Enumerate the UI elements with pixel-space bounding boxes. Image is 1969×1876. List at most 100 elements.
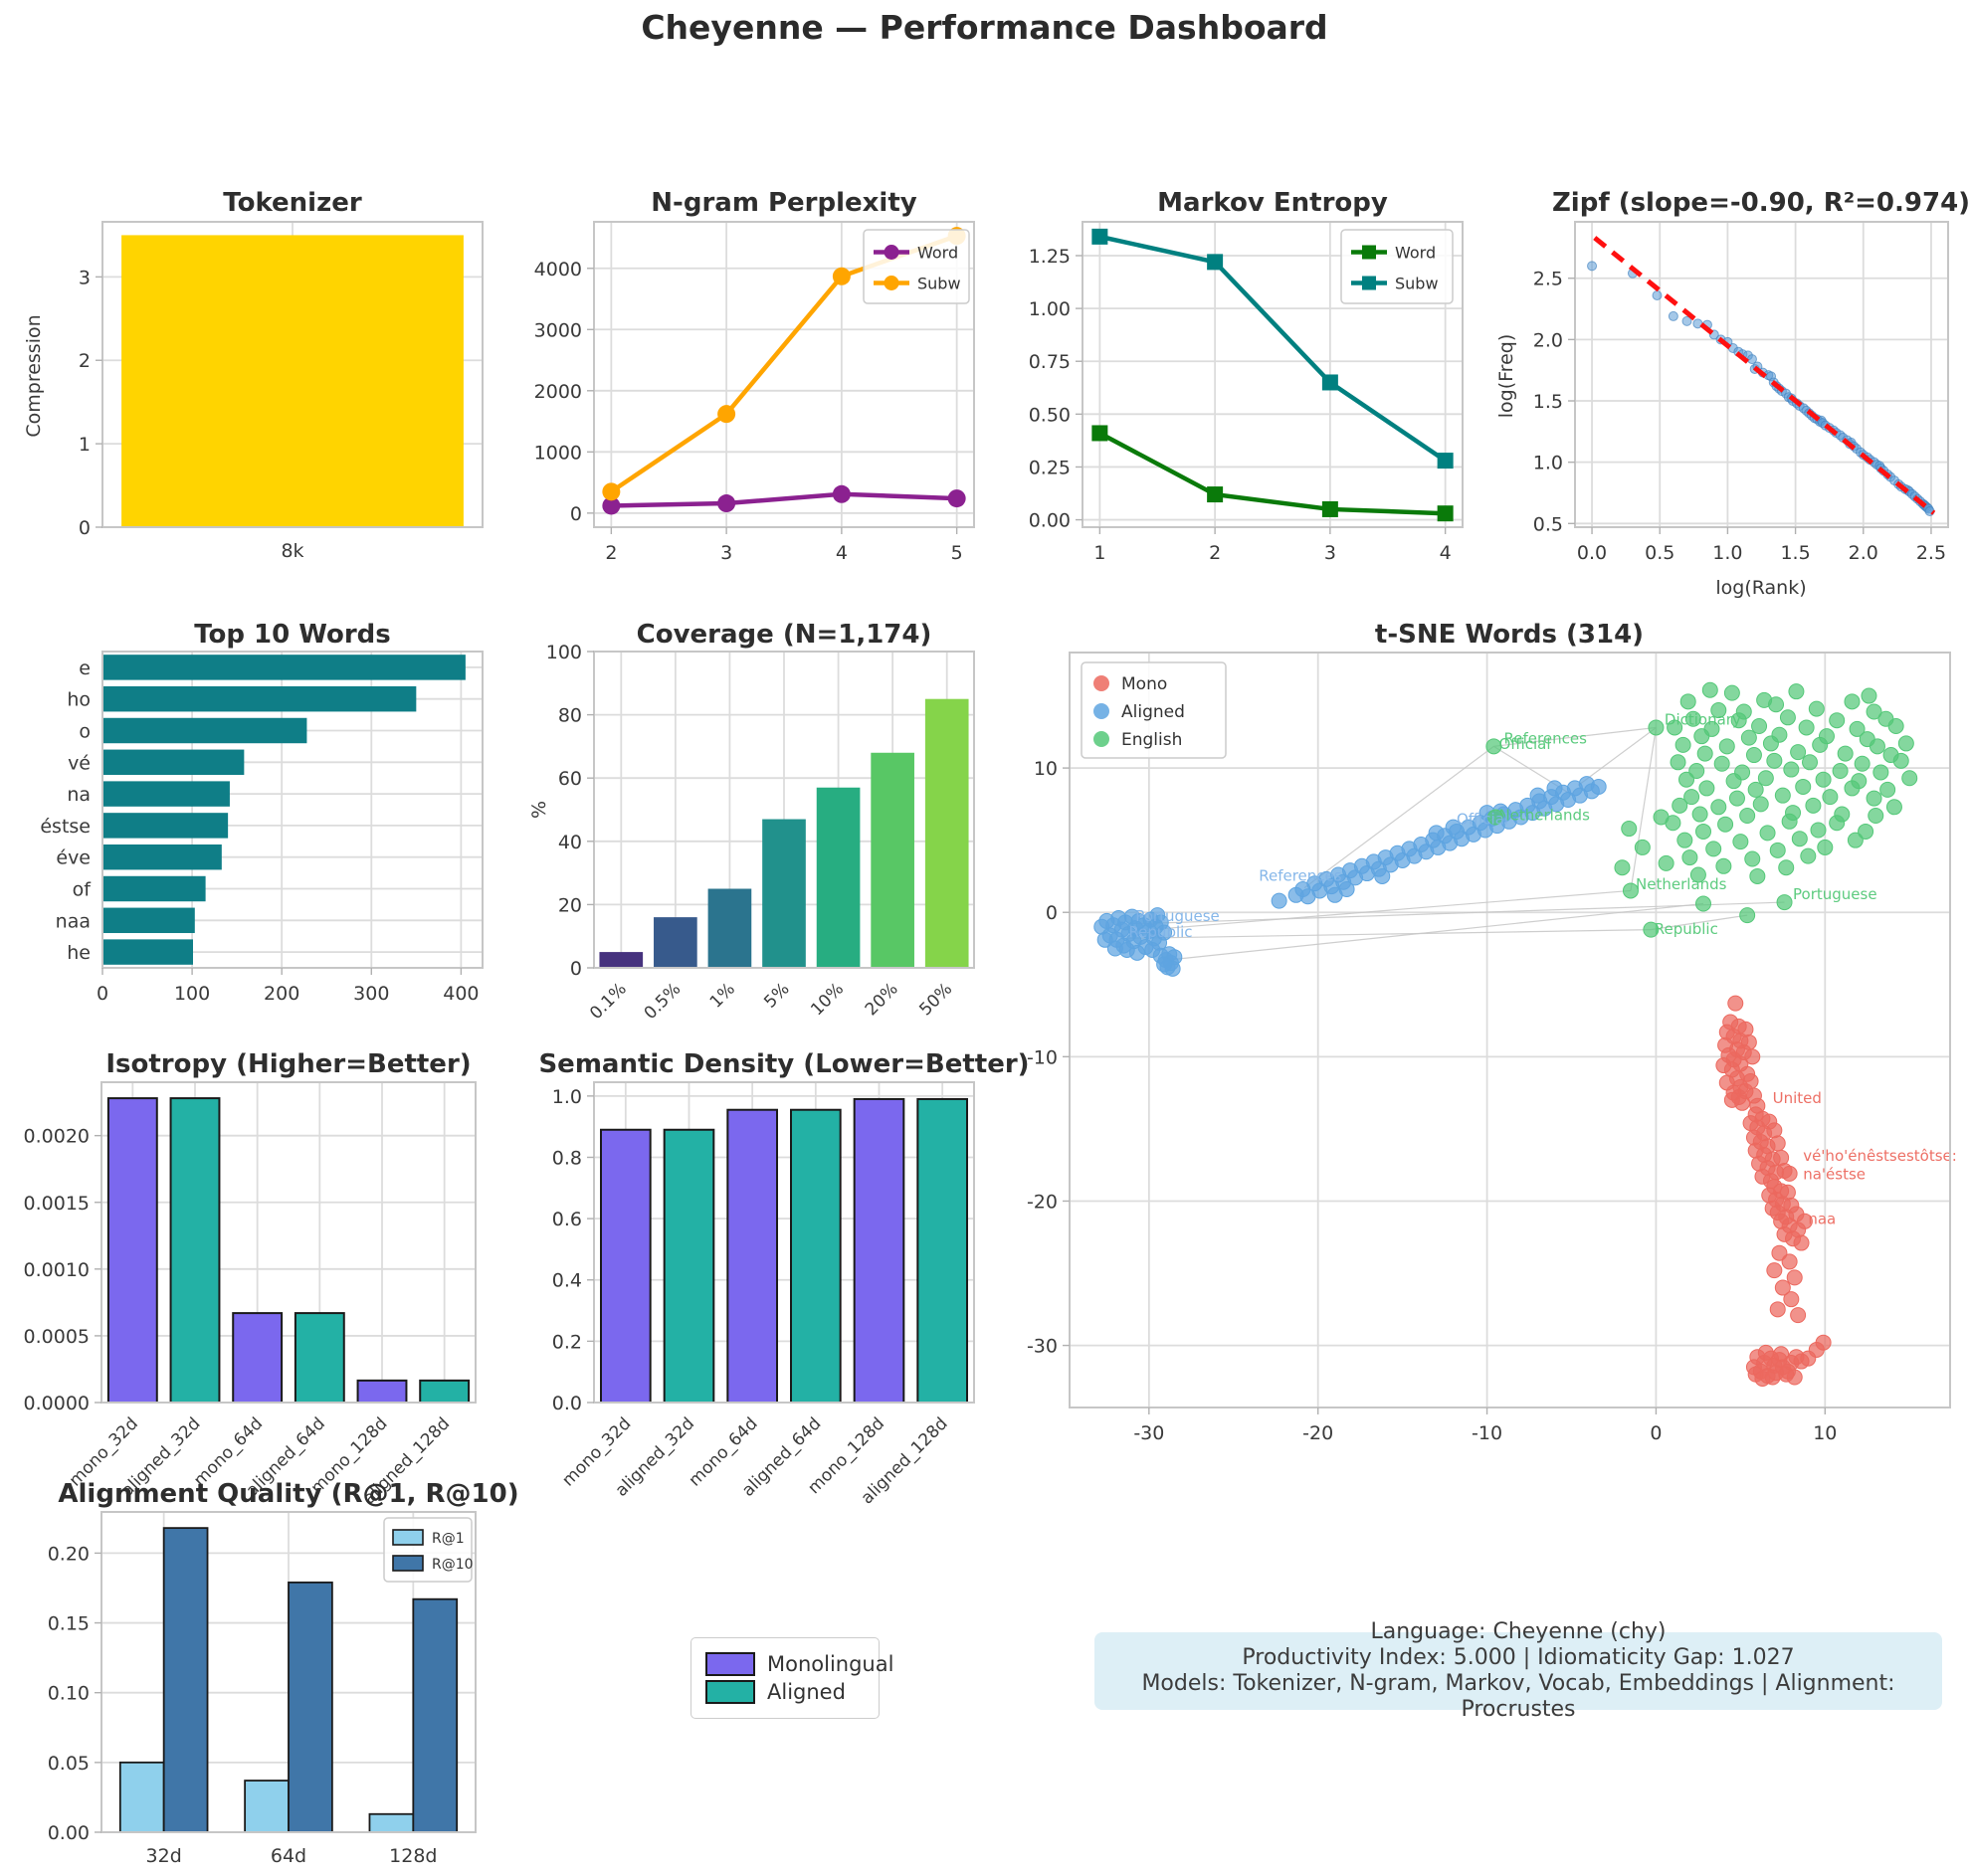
- info-language: Language: Cheyenne (chy): [1370, 1619, 1667, 1644]
- svg-text:0.2: 0.2: [552, 1331, 582, 1353]
- svg-text:0.75: 0.75: [1029, 351, 1071, 373]
- tsne-points-english: [1485, 681, 1918, 938]
- y-axis-label: %: [528, 801, 550, 819]
- markov-legend: Word Subw: [1340, 229, 1454, 304]
- grid: [1575, 222, 1948, 527]
- svg-text:Netherlands: Netherlands: [1636, 875, 1727, 893]
- svg-text:8k: 8k: [281, 540, 303, 562]
- svg-text:0: 0: [570, 958, 582, 980]
- info-models: Models: Tokenizer, N-gram, Markov, Vocab…: [1141, 1671, 1895, 1722]
- svg-text:80: 80: [558, 705, 582, 727]
- svg-text:4000: 4000: [534, 259, 582, 281]
- svg-text:0.0015: 0.0015: [24, 1193, 90, 1215]
- svg-text:he: he: [67, 942, 91, 964]
- svg-text:1.5: 1.5: [1533, 391, 1563, 413]
- svg-text:10: 10: [1813, 1422, 1837, 1444]
- svg-text:-30: -30: [1133, 1422, 1164, 1444]
- svg-text:na: na: [67, 784, 91, 806]
- y-axis-ticks: -30 -20 -10 0 10: [1027, 758, 1070, 1358]
- svg-text:e: e: [79, 657, 91, 679]
- svg-text:References: References: [1259, 866, 1342, 884]
- x-axis-category-labels: 32d 64d 128d: [146, 1845, 438, 1867]
- svg-text:of: of: [73, 879, 93, 901]
- svg-text:0.50: 0.50: [1029, 404, 1071, 426]
- legend-label: Aligned: [767, 1680, 846, 1704]
- summary-info-box: Language: Cheyenne (chy) Productivity In…: [1094, 1619, 1942, 1722]
- svg-text:0.15: 0.15: [48, 1613, 90, 1635]
- y-axis-ticks: 0.00 0.25 0.50 0.75 1.00 1.25: [1029, 246, 1083, 532]
- svg-text:0: 0: [97, 983, 108, 1005]
- svg-text:100: 100: [174, 983, 210, 1005]
- page-title: Cheyenne — Performance Dashboard: [641, 8, 1328, 47]
- svg-text:0.5: 0.5: [1533, 513, 1563, 535]
- y-axis-label: Compression: [23, 314, 45, 437]
- svg-text:2: 2: [1209, 542, 1221, 564]
- svg-text:Portuguese: Portuguese: [1793, 885, 1877, 903]
- svg-text:200: 200: [264, 983, 299, 1005]
- chart-title: Top 10 Words: [194, 620, 391, 650]
- svg-text:-10: -10: [1027, 1046, 1058, 1068]
- info-metrics: Productivity Index: 5.000 | Idiomaticity…: [1242, 1645, 1795, 1670]
- svg-text:2.0: 2.0: [1533, 329, 1563, 351]
- svg-text:0: 0: [79, 517, 91, 539]
- svg-text:-10: -10: [1472, 1422, 1502, 1444]
- alignment-bars-r10: [162, 1527, 459, 1833]
- svg-text:-20: -20: [1302, 1422, 1333, 1444]
- svg-text:1.0: 1.0: [1533, 453, 1563, 474]
- svg-text:2.5: 2.5: [1533, 269, 1563, 290]
- svg-text:32d: 32d: [146, 1845, 182, 1867]
- chart-title: Alignment Quality (R@1, R@10): [58, 1479, 518, 1509]
- svg-text:1: 1: [1093, 542, 1105, 564]
- svg-text:0: 0: [570, 503, 582, 525]
- y-axis-category-labels: e ho o vé na éstse éve of naa he: [40, 657, 92, 964]
- svg-text:-30: -30: [1027, 1336, 1058, 1358]
- svg-text:Republic: Republic: [1128, 923, 1192, 941]
- legend-item-monolingual: Monolingual: [705, 1652, 893, 1676]
- svg-text:0.05: 0.05: [48, 1753, 90, 1775]
- zipf-fit-line: [1593, 236, 1936, 515]
- svg-text:0.0010: 0.0010: [24, 1259, 90, 1281]
- chart-title: Coverage (N=1,174): [637, 620, 932, 650]
- x-axis-label: log(Rank): [1715, 577, 1806, 599]
- y-axis-ticks: 0.0 0.2 0.4 0.6 0.8 1.0: [552, 1086, 594, 1414]
- chart-title: Isotropy (Higher=Better): [105, 1049, 471, 1079]
- zipf-plot: 0.5 1.0 1.5 2.0 2.5 0.0 0.5 1.0 1.5 2.0 2.5: [1533, 221, 1949, 564]
- svg-text:0.4: 0.4: [552, 1270, 582, 1292]
- svg-text:3: 3: [79, 267, 91, 288]
- chart-title: Tokenizer: [223, 188, 362, 218]
- x-axis-category-labels: 8k: [281, 540, 303, 562]
- svg-text:-20: -20: [1027, 1191, 1058, 1213]
- x-axis-ticks: 0.0 0.5 1.0 1.5 2.0 2.5: [1577, 527, 1946, 564]
- svg-text:Netherlands: Netherlands: [1498, 806, 1590, 824]
- svg-text:0: 0: [1650, 1422, 1662, 1444]
- svg-text:0.8: 0.8: [552, 1147, 582, 1169]
- svg-text:1.0: 1.0: [1712, 542, 1742, 564]
- svg-text:Republic: Republic: [1655, 920, 1718, 938]
- svg-text:Aligned: Aligned: [1121, 702, 1185, 722]
- svg-text:4: 4: [836, 542, 848, 564]
- svg-text:0.00: 0.00: [48, 1822, 90, 1844]
- svg-text:0: 0: [1046, 902, 1058, 924]
- isotropy-bars: [106, 1097, 471, 1405]
- legend-label: Monolingual: [767, 1652, 894, 1676]
- svg-text:o: o: [79, 721, 91, 743]
- chart-title: N-gram Perplexity: [651, 188, 916, 218]
- svg-text:0.0: 0.0: [552, 1393, 582, 1414]
- svg-text:1000: 1000: [534, 442, 582, 464]
- svg-text:0.0005: 0.0005: [24, 1326, 90, 1348]
- tokenizer-bars: [121, 235, 464, 527]
- y-axis-ticks: 0 20 40 60 80 100: [546, 642, 594, 980]
- chart-title: Markov Entropy: [1157, 188, 1388, 218]
- y-axis-ticks: 0.0000 0.0005 0.0010 0.0015 0.0020: [24, 1126, 101, 1414]
- svg-text:2.0: 2.0: [1849, 542, 1878, 564]
- svg-text:100: 100: [546, 642, 582, 663]
- svg-text:40: 40: [558, 832, 582, 853]
- svg-text:0.0020: 0.0020: [24, 1126, 90, 1148]
